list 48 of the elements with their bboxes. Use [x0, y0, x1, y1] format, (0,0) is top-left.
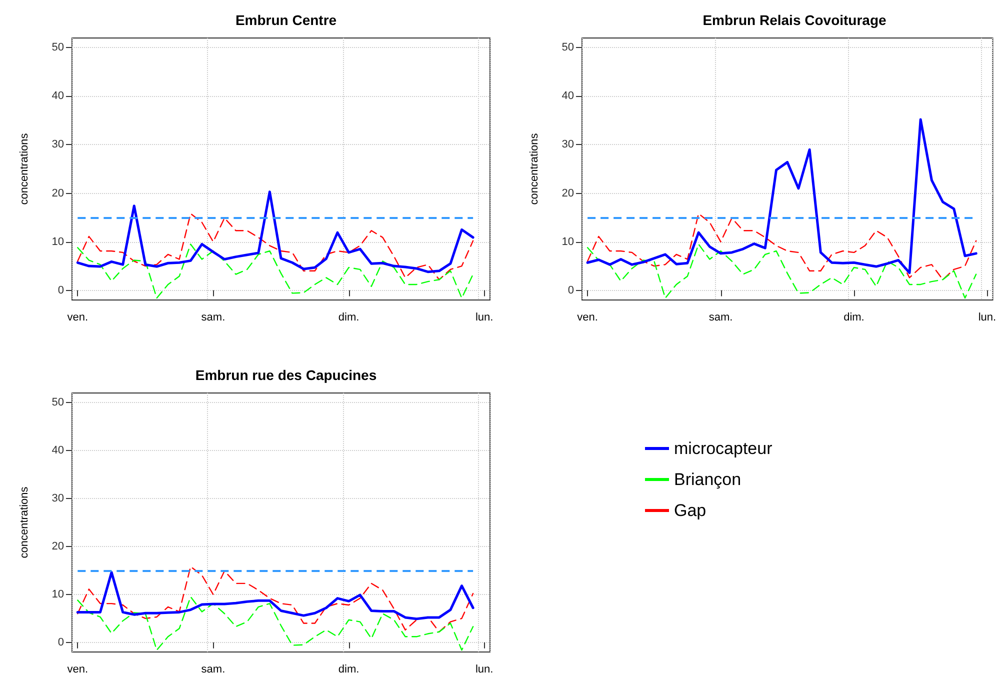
chart-title: Embrun Relais Covoiturage: [702, 12, 887, 28]
x-tick-label: ven.: [67, 312, 88, 324]
y-tick-label: 0: [58, 636, 64, 648]
line-series: [586, 244, 977, 299]
x-tick-label: ven.: [577, 312, 598, 324]
y-tick-label: 0: [58, 284, 64, 296]
y-tick-label: 0: [568, 284, 574, 296]
y-tick-label: 50: [562, 42, 574, 54]
y-tick-label: 20: [52, 540, 64, 552]
line-series: [77, 566, 474, 632]
y-axis-title: concentrations: [18, 486, 30, 558]
chart-title: Embrun Centre: [235, 12, 337, 28]
y-tick-label: 20: [52, 187, 64, 200]
y-tick-label: 50: [52, 42, 64, 54]
x-tick-label: lun.: [475, 664, 494, 676]
y-tick-label: 50: [52, 396, 64, 409]
x-tick-label: lun.: [978, 312, 996, 324]
x-tick-label: sam.: [201, 664, 226, 676]
y-tick-label: 10: [52, 588, 64, 600]
x-tick-label: sam.: [201, 312, 226, 324]
y-tick-label: 30: [562, 138, 574, 151]
y-axis-title: concentrations: [528, 132, 540, 205]
line-series: [586, 213, 977, 280]
legend-label: microcapteur: [674, 439, 773, 458]
y-tick-label: 30: [52, 138, 64, 151]
y-tick-label: 40: [52, 444, 64, 457]
x-tick-label: lun.: [475, 312, 494, 324]
legend-label: Gap: [674, 501, 706, 520]
x-tick-label: sam.: [708, 312, 733, 324]
y-tick-label: 30: [52, 492, 64, 505]
line-series: [77, 213, 474, 280]
line-series: [76, 190, 474, 274]
legend-label: Briançon: [674, 470, 742, 489]
x-tick-label: ven.: [67, 664, 88, 676]
chart-title: Embrun rue des Capucines: [195, 367, 377, 383]
line-series: [77, 596, 474, 651]
x-tick-label: dim.: [338, 312, 360, 324]
y-axis-title: concentrations: [18, 132, 30, 205]
y-tick-label: 10: [562, 236, 574, 248]
y-tick-label: 10: [52, 236, 64, 248]
line-series: [76, 571, 474, 620]
line-series: [77, 244, 474, 299]
y-tick-label: 40: [562, 90, 574, 102]
y-tick-label: 20: [562, 187, 574, 200]
line-series: [586, 118, 978, 274]
y-tick-label: 40: [52, 90, 64, 102]
x-tick-label: dim.: [338, 664, 360, 676]
x-tick-label: dim.: [844, 312, 864, 324]
